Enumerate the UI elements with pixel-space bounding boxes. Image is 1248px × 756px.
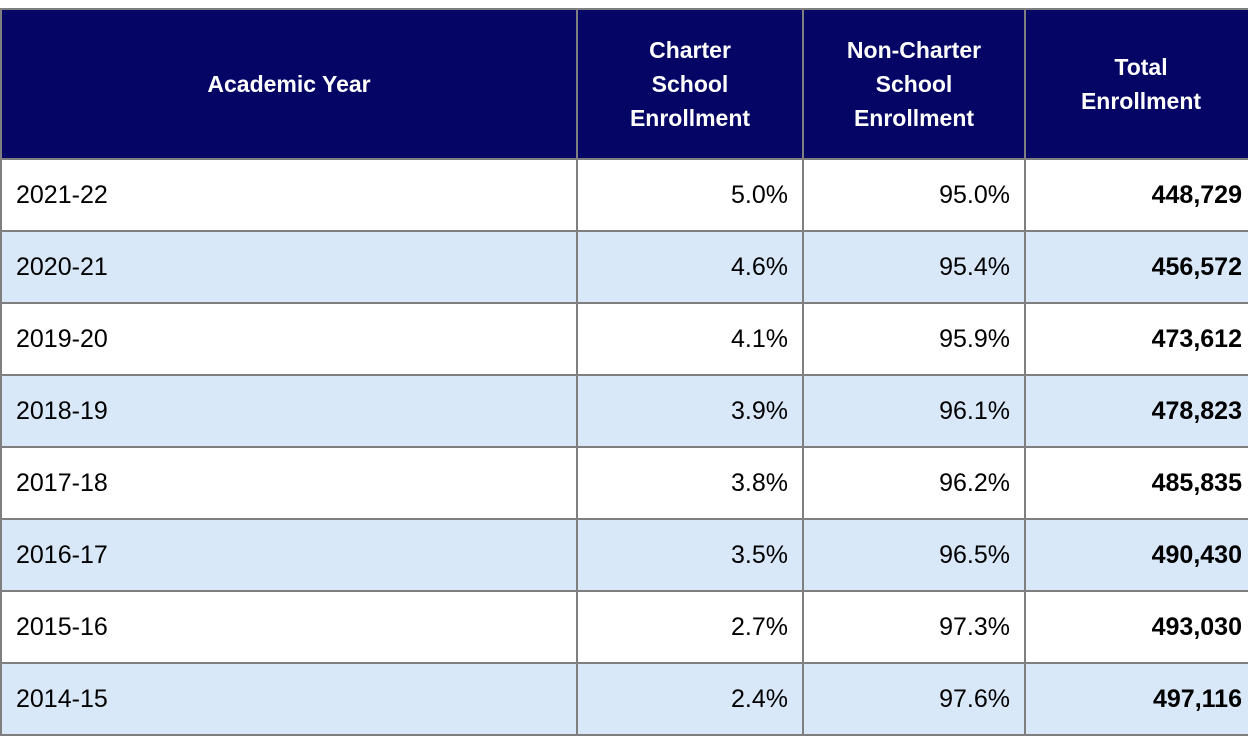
- column-header-charter-enrollment: Charter School Enrollment: [576, 8, 804, 160]
- column-header-academic-year: Academic Year: [0, 8, 578, 160]
- charter-pct-value: 4.6%: [576, 230, 804, 304]
- total-enrollment-value: 493,030: [1024, 590, 1248, 664]
- charter-pct-value: 4.1%: [576, 302, 804, 376]
- academic-year-value: 2016-17: [0, 518, 578, 592]
- non-charter-pct-value: 96.5%: [802, 518, 1026, 592]
- table-row: 2015-16 2.7% 97.3% 493,030: [0, 590, 1248, 664]
- charter-pct-value: 3.9%: [576, 374, 804, 448]
- table-row: 2021-22 5.0% 95.0% 448,729: [0, 158, 1248, 232]
- academic-year-value: 2021-22: [0, 158, 578, 232]
- academic-year-value: 2015-16: [0, 590, 578, 664]
- total-enrollment-value: 448,729: [1024, 158, 1248, 232]
- non-charter-pct-value: 96.1%: [802, 374, 1026, 448]
- table-row: 2019-20 4.1% 95.9% 473,612: [0, 302, 1248, 376]
- column-header-non-charter-enrollment: Non-Charter School Enrollment: [802, 8, 1026, 160]
- non-charter-pct-value: 95.0%: [802, 158, 1026, 232]
- charter-pct-value: 3.5%: [576, 518, 804, 592]
- total-enrollment-value: 473,612: [1024, 302, 1248, 376]
- non-charter-pct-value: 97.6%: [802, 662, 1026, 736]
- charter-pct-value: 5.0%: [576, 158, 804, 232]
- non-charter-pct-value: 95.9%: [802, 302, 1026, 376]
- total-enrollment-value: 478,823: [1024, 374, 1248, 448]
- non-charter-pct-value: 96.2%: [802, 446, 1026, 520]
- charter-pct-value: 2.4%: [576, 662, 804, 736]
- enrollment-table: Academic Year Charter School Enrollment …: [0, 8, 1248, 736]
- table-row: 2014-15 2.4% 97.6% 497,116: [0, 662, 1248, 736]
- table-row: 2020-21 4.6% 95.4% 456,572: [0, 230, 1248, 304]
- total-enrollment-value: 490,430: [1024, 518, 1248, 592]
- non-charter-pct-value: 97.3%: [802, 590, 1026, 664]
- table-row: 2017-18 3.8% 96.2% 485,835: [0, 446, 1248, 520]
- table-row: 2016-17 3.5% 96.5% 490,430: [0, 518, 1248, 592]
- table-header-row: Academic Year Charter School Enrollment …: [0, 8, 1248, 160]
- non-charter-pct-value: 95.4%: [802, 230, 1026, 304]
- charter-pct-value: 3.8%: [576, 446, 804, 520]
- academic-year-value: 2020-21: [0, 230, 578, 304]
- total-enrollment-value: 456,572: [1024, 230, 1248, 304]
- academic-year-value: 2014-15: [0, 662, 578, 736]
- total-enrollment-value: 497,116: [1024, 662, 1248, 736]
- column-header-total-enrollment: Total Enrollment: [1024, 8, 1248, 160]
- table-row: 2018-19 3.9% 96.1% 478,823: [0, 374, 1248, 448]
- academic-year-value: 2019-20: [0, 302, 578, 376]
- charter-pct-value: 2.7%: [576, 590, 804, 664]
- total-enrollment-value: 485,835: [1024, 446, 1248, 520]
- academic-year-value: 2018-19: [0, 374, 578, 448]
- academic-year-value: 2017-18: [0, 446, 578, 520]
- enrollment-table-container: Academic Year Charter School Enrollment …: [0, 8, 1248, 736]
